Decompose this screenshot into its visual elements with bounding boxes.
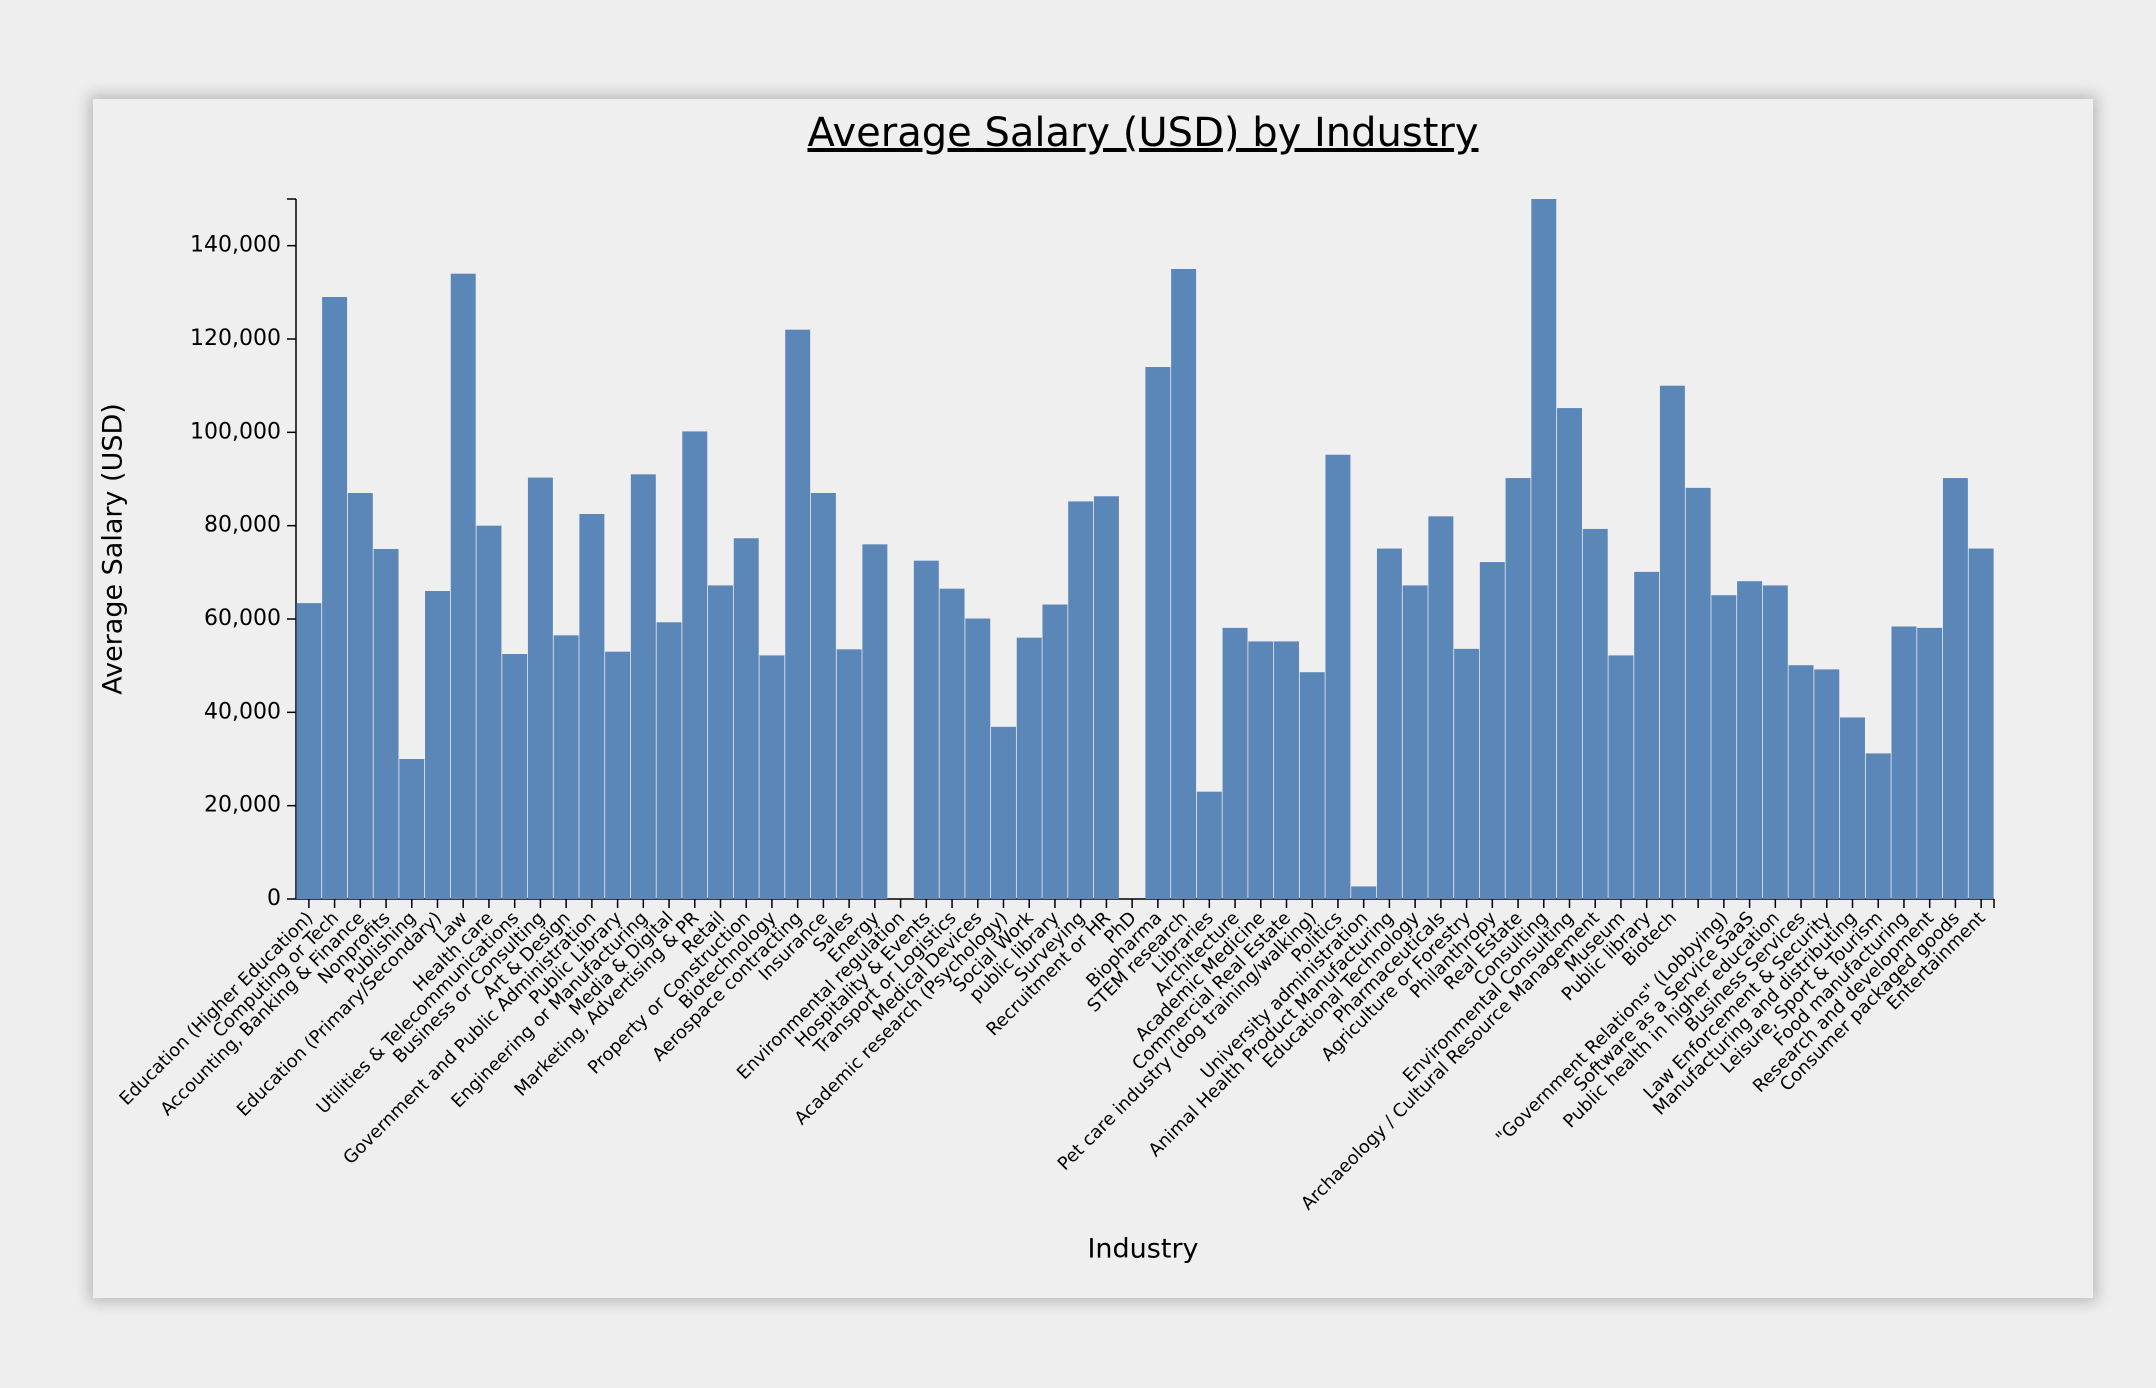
bar bbox=[1788, 665, 1814, 899]
bar bbox=[425, 591, 450, 899]
chart-title: Average Salary (USD) by Industry bbox=[807, 110, 1478, 156]
bar bbox=[733, 538, 759, 899]
bar bbox=[913, 560, 939, 899]
y-tick-label: 40,000 bbox=[204, 699, 281, 724]
bar bbox=[1737, 581, 1763, 899]
bar bbox=[1171, 269, 1197, 899]
bar bbox=[1557, 408, 1582, 899]
bar bbox=[1917, 627, 1943, 899]
y-tick-label: 0 bbox=[267, 886, 281, 911]
bar bbox=[1711, 595, 1737, 899]
bar bbox=[1479, 562, 1505, 899]
bar bbox=[708, 585, 733, 899]
bar bbox=[579, 514, 605, 899]
bar bbox=[1968, 548, 1994, 899]
bar bbox=[1196, 791, 1222, 899]
bar bbox=[1299, 672, 1325, 899]
bar bbox=[1608, 655, 1634, 899]
y-tick-label: 140,000 bbox=[190, 233, 281, 258]
bar bbox=[347, 493, 373, 899]
bar bbox=[1325, 454, 1351, 899]
bar bbox=[373, 549, 399, 899]
bar bbox=[1942, 478, 1968, 899]
bar bbox=[1634, 571, 1660, 899]
bar bbox=[1042, 604, 1068, 899]
bar bbox=[1351, 886, 1377, 899]
bar bbox=[1865, 753, 1891, 899]
bar bbox=[1891, 626, 1917, 899]
bar bbox=[1814, 669, 1840, 899]
bar bbox=[1840, 717, 1865, 899]
bar bbox=[991, 726, 1016, 899]
bar bbox=[605, 651, 631, 899]
bar bbox=[399, 759, 425, 899]
bar bbox=[1145, 367, 1171, 899]
bar bbox=[785, 329, 811, 900]
bar bbox=[965, 618, 991, 899]
bar bbox=[527, 477, 553, 899]
bar bbox=[1685, 487, 1711, 899]
y-tick-label: 100,000 bbox=[190, 419, 281, 444]
x-axis-label: Industry bbox=[1087, 1234, 1198, 1265]
bar bbox=[810, 493, 836, 899]
bar bbox=[1659, 385, 1685, 900]
bar bbox=[1068, 501, 1094, 899]
bar bbox=[1531, 199, 1557, 899]
bar bbox=[502, 654, 528, 899]
bar bbox=[1402, 585, 1428, 899]
y-tick-label: 20,000 bbox=[204, 793, 281, 818]
bar bbox=[450, 273, 476, 900]
bar bbox=[1454, 648, 1480, 899]
y-tick-label: 80,000 bbox=[204, 513, 281, 538]
bar bbox=[836, 649, 862, 899]
bar bbox=[682, 431, 708, 899]
bar bbox=[862, 544, 888, 899]
bar bbox=[1376, 548, 1402, 899]
bar bbox=[759, 655, 785, 899]
bar bbox=[553, 635, 579, 899]
bar bbox=[1582, 528, 1608, 899]
bar bbox=[1762, 585, 1788, 899]
bar bbox=[1093, 496, 1119, 899]
bar bbox=[1222, 627, 1248, 899]
bar bbox=[630, 474, 656, 899]
bar bbox=[1248, 641, 1274, 899]
bar bbox=[1274, 641, 1299, 899]
bar bbox=[296, 603, 322, 899]
bar bbox=[1428, 516, 1454, 899]
bar bbox=[476, 525, 502, 899]
bar bbox=[656, 622, 682, 899]
y-tick-label: 60,000 bbox=[204, 606, 281, 631]
y-tick-label: 120,000 bbox=[190, 326, 281, 351]
bar bbox=[322, 297, 348, 899]
bar bbox=[939, 588, 965, 899]
bar bbox=[1016, 637, 1042, 899]
bar bbox=[1505, 478, 1531, 899]
y-axis-label: Average Salary (USD) bbox=[98, 403, 129, 695]
